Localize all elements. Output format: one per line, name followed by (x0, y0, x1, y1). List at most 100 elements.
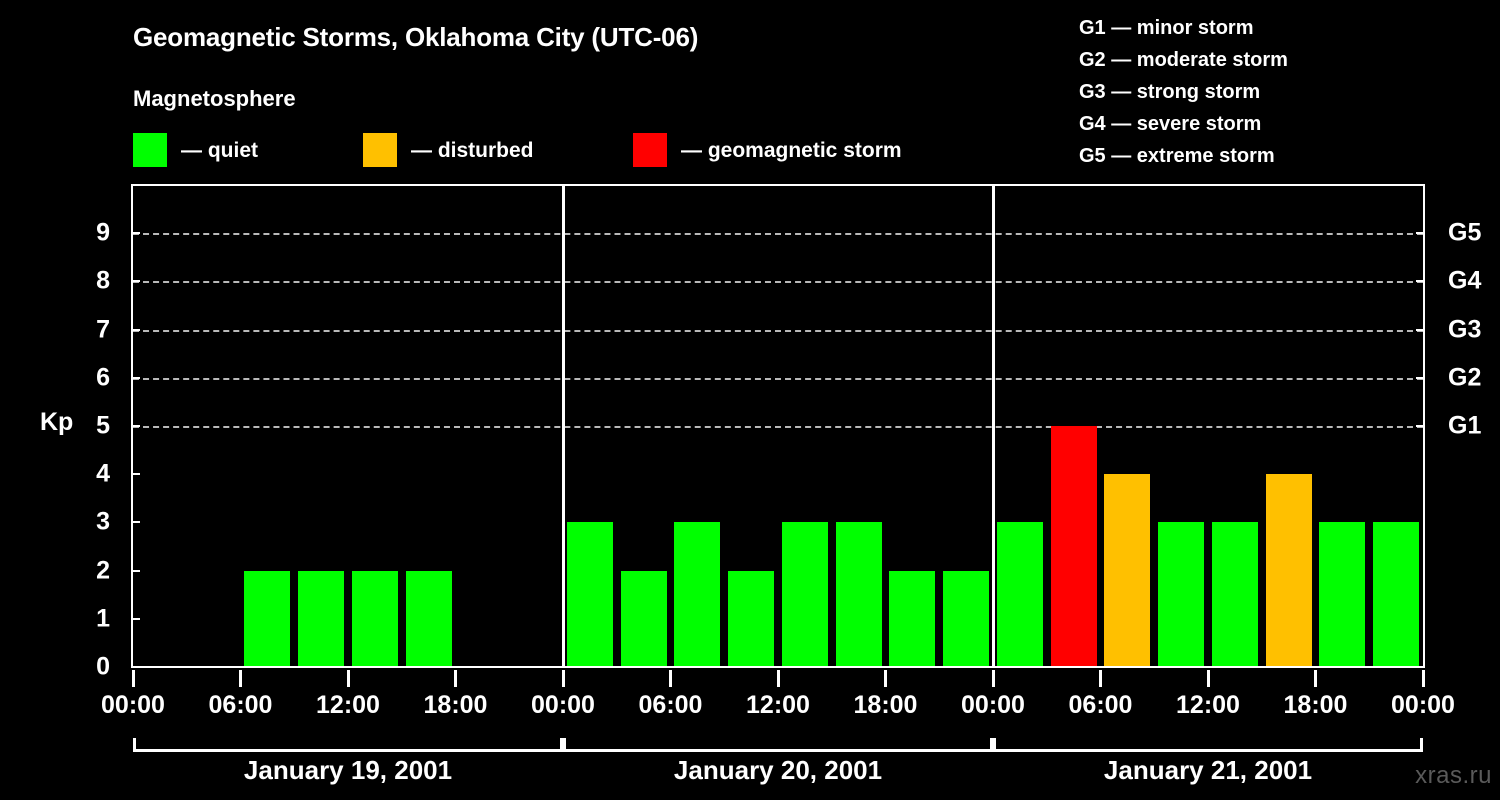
g-axis-tick-label: G4 (1448, 266, 1482, 295)
y-tick (131, 473, 140, 476)
legend-item-storm: — geomagnetic storm (633, 133, 902, 167)
bar (405, 570, 452, 666)
g-axis-tick-label: G3 (1448, 315, 1482, 344)
x-tick (669, 670, 672, 687)
y-axis-labels: 0 1 2 3 4 5 6 7 8 9 (68, 184, 110, 679)
bar (674, 522, 721, 666)
g-scale-line-5: G5 — extreme storm (1079, 145, 1275, 167)
x-tick-label: 06:00 (638, 691, 703, 719)
y-tick (131, 376, 140, 379)
g-scale-legend: G1 — minor storm G2 — moderate storm G3 — … (1079, 12, 1288, 172)
x-tick-label: 06:00 (208, 691, 273, 719)
x-tick (131, 670, 135, 687)
bar (996, 522, 1043, 666)
g-axis-tick (1416, 376, 1425, 379)
legend-swatch-quiet (133, 133, 167, 167)
x-tick-label: 18:00 (1283, 691, 1348, 719)
x-tick (991, 670, 995, 687)
x-tick-label: 00:00 (101, 691, 165, 719)
date-bracket (133, 738, 563, 752)
bar (1373, 522, 1420, 666)
bar (351, 570, 398, 666)
day-divider (991, 186, 995, 666)
y-tick-label: 7 (96, 315, 110, 344)
g-axis-tick-label: G2 (1448, 363, 1482, 392)
legend-swatch-disturbed (363, 133, 397, 167)
y-tick (131, 521, 140, 524)
x-tick-label: 12:00 (746, 691, 810, 719)
y-tick (131, 569, 140, 572)
y-axis-title: Kp (40, 408, 74, 436)
g-axis-tick (1416, 425, 1425, 427)
bar (728, 570, 775, 666)
bar (1319, 522, 1366, 666)
gridline-kp-7 (133, 329, 1423, 332)
bar (1104, 474, 1151, 666)
y-tick-label: 3 (96, 507, 110, 536)
x-tick (884, 670, 887, 687)
date-label: January 20, 2001 (673, 755, 883, 785)
legend-item-quiet: — quiet (133, 133, 258, 167)
x-tick-label: 00:00 (961, 691, 1025, 719)
plot-inner (133, 186, 1423, 666)
x-tick-label: 12:00 (316, 691, 380, 719)
watermark: xras.ru (1415, 762, 1492, 789)
bar (244, 570, 291, 666)
g-axis-tick (1416, 280, 1425, 283)
x-tick (776, 670, 780, 687)
bar (781, 522, 828, 666)
g-axis-tick-label: G5 (1448, 218, 1482, 247)
g-axis-labels: G1 G2 G3 G4 G5 (1448, 184, 1500, 668)
x-tick (1099, 670, 1102, 687)
x-tick-label: 00:00 (531, 691, 595, 719)
bar (1158, 522, 1205, 666)
y-tick (131, 425, 140, 427)
g-scale-line-4: G4 — severe storm (1079, 113, 1262, 135)
x-tick (561, 670, 565, 687)
x-tick (239, 670, 242, 687)
bar (1050, 426, 1097, 666)
x-tick (346, 670, 350, 687)
bar (298, 570, 345, 666)
x-tick (1421, 670, 1425, 687)
g-scale-line-2: G2 — moderate storm (1079, 49, 1288, 71)
legend-item-disturbed: — disturbed (363, 133, 534, 167)
y-tick (131, 617, 140, 620)
bar (835, 522, 882, 666)
y-tick-label: 1 (96, 604, 110, 633)
bar (943, 570, 990, 666)
page-title: Geomagnetic Storms, Oklahoma City (UTC-0… (133, 22, 699, 52)
date-label: January 19, 2001 (243, 755, 453, 785)
gridline-kp-8 (133, 281, 1423, 284)
gridline-kp-5 (133, 426, 1423, 428)
legend-heading: Magnetosphere (133, 86, 296, 111)
y-tick (131, 280, 140, 283)
legend-label-quiet: — quiet (181, 138, 258, 162)
x-tick (454, 670, 457, 687)
y-tick (131, 232, 140, 235)
gridline-kp-6 (133, 377, 1423, 380)
legend-label-storm: — geomagnetic storm (681, 138, 902, 162)
y-tick-label: 4 (96, 459, 110, 488)
g-axis-tick (1416, 232, 1425, 235)
y-tick (131, 328, 140, 331)
x-tick-label: 00:00 (1391, 691, 1455, 719)
g-axis-tick-label: G1 (1448, 411, 1482, 440)
legend-label-disturbed: — disturbed (411, 138, 534, 162)
x-tick-label: 06:00 (1068, 691, 1133, 719)
y-tick-label: 5 (96, 411, 110, 440)
y-tick (131, 666, 140, 668)
y-tick-label: 2 (96, 556, 110, 585)
legend-swatch-storm (633, 133, 667, 167)
bar (1265, 474, 1312, 666)
x-tick-label: 18:00 (853, 691, 918, 719)
bar (1211, 522, 1258, 666)
bar (566, 522, 613, 666)
plot-area (131, 184, 1425, 668)
y-tick-label: 9 (96, 218, 110, 247)
date-bracket (563, 738, 993, 752)
x-tick-label: 12:00 (1176, 691, 1240, 719)
bar (620, 570, 667, 666)
day-divider (561, 186, 565, 666)
